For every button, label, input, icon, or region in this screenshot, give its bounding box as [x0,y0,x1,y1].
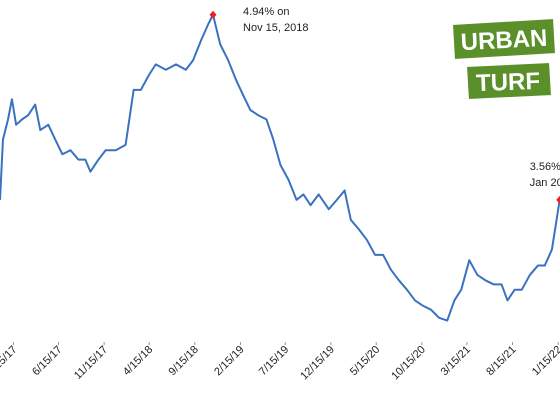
x-tick-label: 3/15/21 [439,344,473,378]
annotation-text: 4.94% on [243,6,289,18]
plot: 1/15/17 6/15/17 11/15/17 4/15/18 9/15/18 2/15… [0,6,560,383]
x-tick-label: 2/15/19 [212,344,246,378]
x-tick-label: 11/15/17 [72,344,110,382]
annotation-marker [209,10,217,19]
x-tick-label: 12/15/19 [298,344,337,383]
logo-sign [450,16,558,62]
logo-text: TURF [476,68,541,97]
x-tick-label: 5/15/20 [348,344,382,378]
logo-sign [464,60,554,102]
x-tick-label: 8/15/21 [484,344,518,378]
x-tick-label: 6/15/17 [30,344,64,378]
x-tick-label: 1/15/22 [530,344,560,378]
x-tick-label: 1/15/17 [0,344,20,378]
x-tick-label: 9/15/18 [167,344,201,378]
x-tick-label: 7/15/19 [257,344,291,378]
line [0,13,560,322]
logo: URBAN TURF [450,16,558,102]
annotation-marker [556,195,560,204]
annotation-text: Nov 15, 2018 [243,22,308,34]
x-tick-label: 10/15/20 [389,344,428,383]
annotation-text: Jan 20, 2022 [530,177,560,189]
annotation-text: 3.56% on [530,161,560,173]
x-tick-label: 4/15/18 [121,344,155,378]
logo-text: URBAN [460,25,548,56]
